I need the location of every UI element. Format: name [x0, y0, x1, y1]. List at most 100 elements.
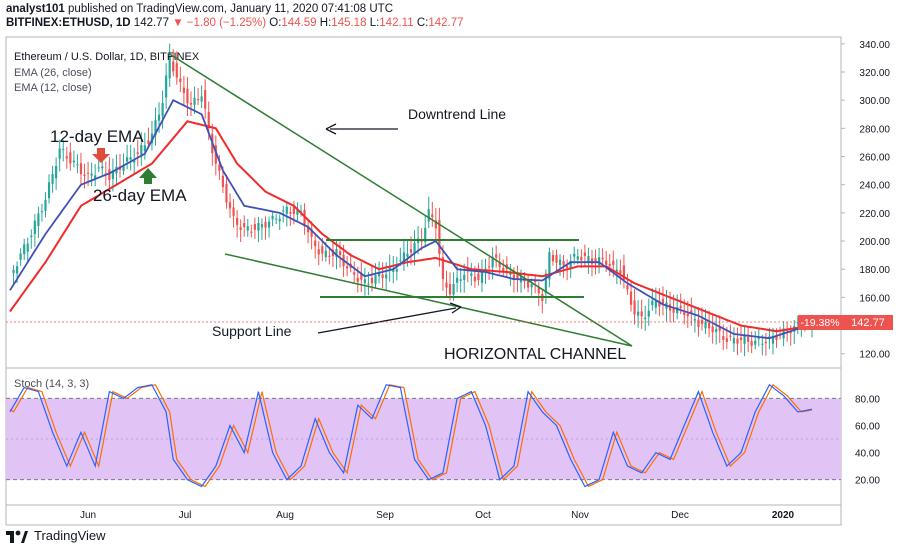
candle-body — [271, 215, 274, 220]
candle-body — [51, 174, 54, 184]
candle-body — [157, 114, 161, 121]
candle-body — [644, 317, 647, 320]
candle-body — [789, 331, 792, 334]
candle-body — [683, 312, 686, 315]
candle-body — [420, 240, 423, 242]
price-tick-label: 200.00 — [859, 237, 890, 248]
candle-body — [402, 252, 406, 264]
low-label: L: — [369, 17, 380, 29]
time-tick-label: Jul — [179, 510, 192, 521]
tradingview-brand: TradingView — [34, 528, 106, 543]
candle-body — [214, 145, 217, 164]
support-line — [224, 253, 633, 347]
price-tick-label: 280.00 — [859, 124, 890, 135]
candle-body — [147, 140, 150, 144]
candle-body — [296, 208, 299, 215]
candle-body — [189, 102, 193, 105]
candle-body — [512, 274, 516, 280]
tradingview-logo[interactable]: TradingView — [6, 528, 106, 543]
close-label: C: — [416, 17, 429, 29]
candle-body — [434, 220, 437, 229]
candle-body — [356, 277, 359, 282]
candle-body — [385, 274, 388, 279]
legend-title: Ethereum / U.S. Dollar, 1D, BITFINEX — [14, 51, 200, 63]
candle-body — [534, 280, 537, 283]
support-arrow — [317, 302, 462, 334]
candle-body — [686, 313, 689, 317]
candle-body — [399, 260, 402, 262]
candle-body — [289, 212, 292, 214]
candle-body — [76, 164, 79, 166]
candle-body — [23, 244, 26, 255]
candle-body — [236, 218, 239, 225]
candle-body — [338, 251, 342, 256]
price-badge — [843, 315, 893, 330]
candle-body — [175, 63, 178, 78]
price-axis: 340.00 320.00 300.00 280.00 260.00 240.00 220.… — [841, 40, 890, 487]
candle-body — [622, 265, 626, 280]
price-tick-label: 320.00 — [859, 68, 890, 79]
last-price: 142.77 — [133, 17, 169, 29]
candle-body — [583, 252, 586, 256]
buy-signal-arrow-icon — [139, 168, 157, 184]
sell-signal-arrow-icon — [92, 148, 110, 163]
candle-body — [502, 267, 505, 272]
candle-body — [79, 163, 83, 175]
candle-body — [704, 321, 707, 329]
stoch-layer — [9, 383, 813, 488]
candle-body — [26, 243, 29, 252]
candle-body — [200, 96, 203, 102]
candle-body — [94, 175, 97, 179]
price-badge-text: 142.77 — [851, 317, 885, 329]
candle-body — [424, 227, 427, 242]
candle-body — [161, 102, 164, 117]
candle-body — [413, 242, 416, 253]
high-label: H: — [319, 17, 332, 29]
candle-body — [19, 253, 22, 260]
candle-body — [750, 341, 753, 346]
candle-body — [58, 148, 61, 159]
candle-body — [264, 221, 267, 228]
price-tick-label: 300.00 — [859, 96, 890, 107]
candle-body — [243, 222, 246, 228]
time-tick-label: Nov — [571, 510, 589, 521]
candle-body — [491, 256, 494, 268]
candle-body — [239, 227, 242, 231]
candle-body — [285, 206, 288, 214]
open-value: 144.59 — [281, 17, 317, 29]
time-tick-label: Sep — [376, 510, 394, 521]
candle-body — [672, 307, 675, 313]
candle-body — [406, 253, 409, 257]
candle-body — [44, 199, 47, 211]
candle-body — [693, 319, 696, 321]
candle-body — [250, 231, 253, 233]
legend-ema12: EMA (12, close) — [14, 82, 92, 94]
candle-body — [771, 335, 775, 344]
candle-body — [427, 209, 430, 222]
candle-body — [374, 275, 377, 284]
candle-body — [282, 210, 285, 212]
candle-body — [576, 256, 579, 260]
candle-body — [619, 270, 622, 274]
close-value: 142.77 — [428, 17, 464, 29]
candle-body — [562, 260, 565, 266]
candle-body — [83, 174, 86, 176]
candle-body — [62, 149, 65, 151]
candle-body — [722, 335, 725, 340]
time-axis: Jun Jul Aug Sep Oct Nov Dec 2020 — [80, 510, 795, 521]
candle-body — [12, 269, 15, 274]
tradingview-logo-icon — [6, 529, 28, 543]
candle-body — [321, 246, 324, 254]
candle-body — [97, 167, 100, 169]
candle-body — [69, 152, 72, 164]
candle-body — [165, 75, 168, 98]
candle-body — [459, 279, 462, 281]
price-tick-label: 180.00 — [859, 265, 890, 276]
candle-body — [647, 310, 650, 317]
time-tick-label: Jun — [80, 510, 96, 521]
publish-info: analyst101 published on TradingView.com,… — [6, 3, 393, 15]
stoch-tick-label: 20.00 — [855, 476, 880, 487]
candle-body — [608, 263, 611, 266]
candle-body — [33, 220, 36, 235]
